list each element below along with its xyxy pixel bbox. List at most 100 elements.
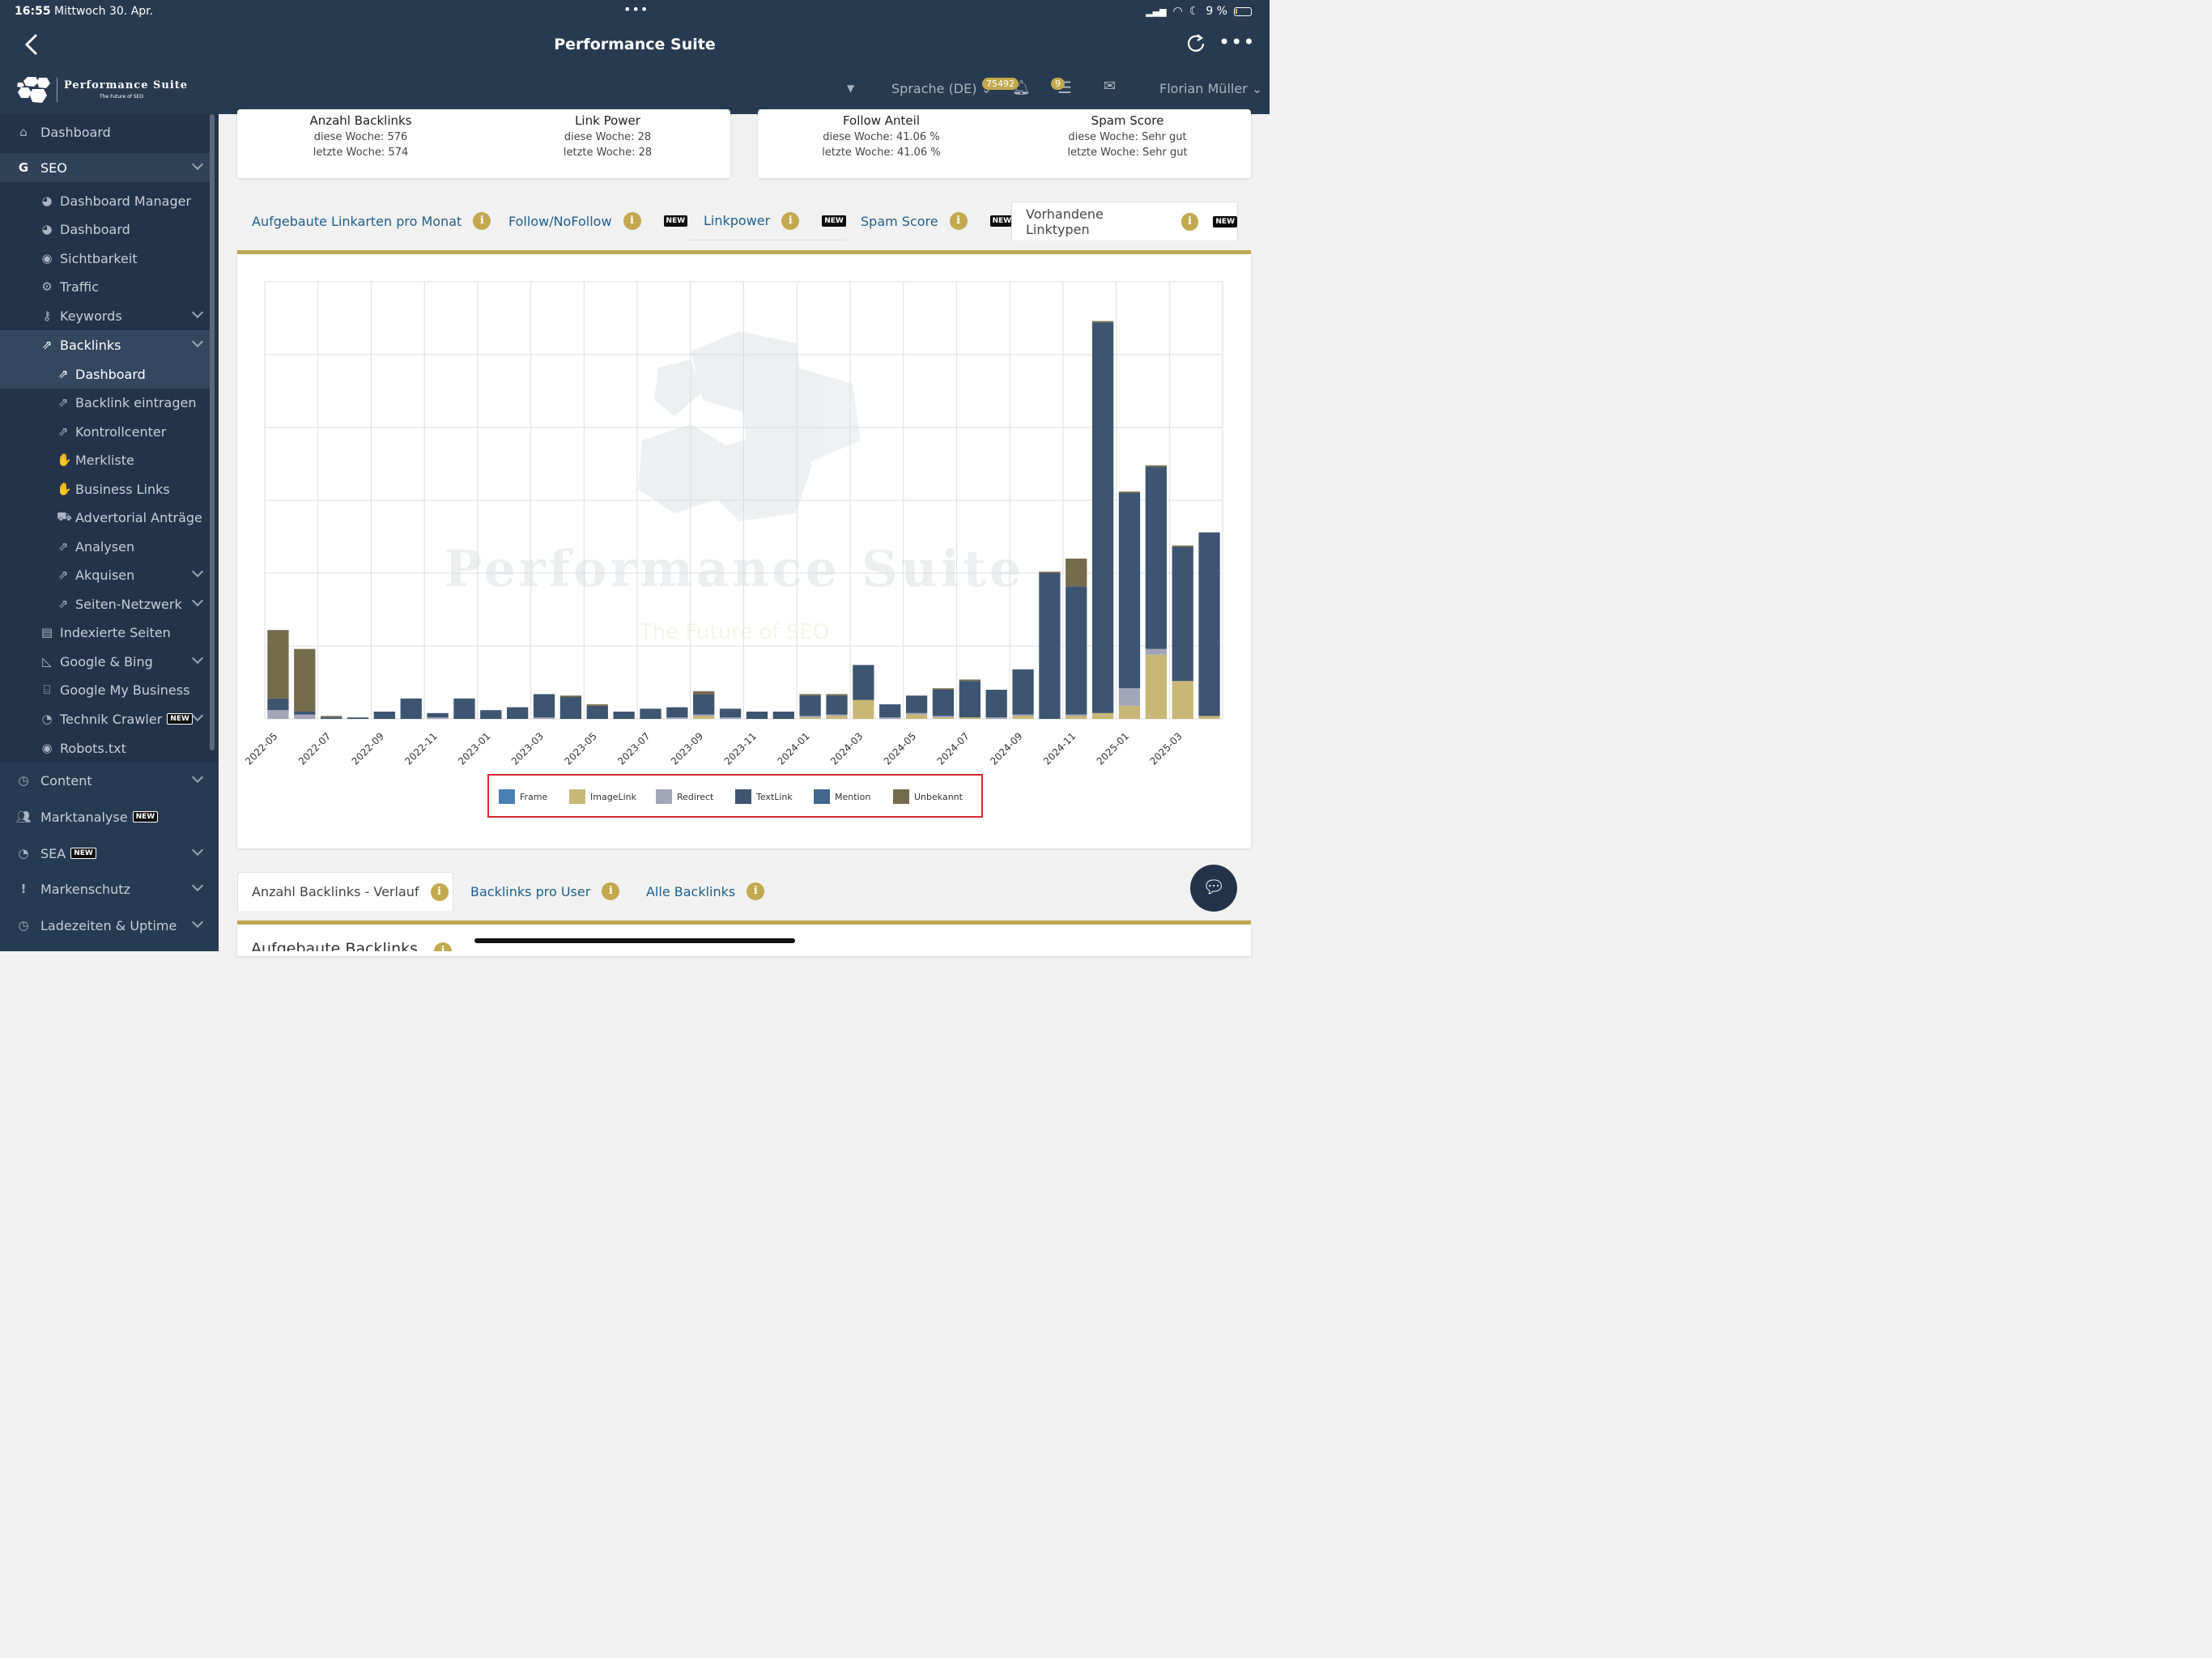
back-chevron-icon[interactable] <box>23 32 40 62</box>
bar-segment-imagelink[interactable] <box>932 717 955 719</box>
bar-segment-textlink[interactable] <box>347 717 369 719</box>
bar-segment-redirect[interactable] <box>905 712 928 715</box>
sidebar-item-keywords[interactable]: ⚷ Keywords <box>0 301 210 330</box>
bar-segment-textlink[interactable] <box>586 705 608 719</box>
bar-segment-textlink[interactable] <box>746 712 768 719</box>
bar-segment-textlink[interactable] <box>932 690 955 716</box>
dropdown-caret-icon[interactable]: ▼ <box>847 83 855 94</box>
bar-segment-unbekannt[interactable] <box>959 679 981 682</box>
bar-segment-redirect[interactable] <box>294 714 316 719</box>
bar-segment-textlink[interactable] <box>1066 586 1087 715</box>
bar-segment-unbekannt[interactable] <box>826 694 848 696</box>
info-icon[interactable]: i <box>623 212 641 230</box>
sidebar-item-marktanalyse[interactable]: 👥︎ Marktanalyse NEW <box>0 802 210 831</box>
bar-segment-unbekannt[interactable] <box>1066 559 1087 587</box>
bar-segment-textlink[interactable] <box>1172 546 1193 682</box>
multitask-dots-icon[interactable]: ••• <box>623 2 649 17</box>
info-icon[interactable]: i <box>781 211 800 230</box>
bar-segment-textlink[interactable] <box>1145 466 1167 649</box>
bar-segment-redirect[interactable] <box>719 717 742 719</box>
bar-segment-unbekannt[interactable] <box>1091 321 1114 323</box>
bar-segment-unbekannt[interactable] <box>1145 465 1167 467</box>
sidebar-item-dashboard[interactable]: ⌂ Dashboard <box>0 117 210 147</box>
bar-segment-textlink[interactable] <box>321 717 342 719</box>
legend-item-textlink[interactable]: TextLink <box>735 789 793 804</box>
tab-backlinks-pro-user[interactable]: Backlinks pro User i <box>470 872 620 911</box>
sidebar-item-technik-crawler[interactable]: ◔ Technik Crawler NEW <box>0 704 210 733</box>
sidebar-item-google-bing[interactable]: ◺ Google & Bing <box>0 647 210 676</box>
language-selector[interactable]: Sprache (DE) ⌄ <box>891 81 992 96</box>
bar-segment-textlink[interactable] <box>666 707 688 718</box>
sidebar-item-analysen[interactable]: ⇗ Analysen <box>0 532 210 561</box>
sidebar-item-sea[interactable]: ◔ SEA NEW <box>0 839 210 868</box>
bar-segment-redirect[interactable] <box>826 714 848 716</box>
legend-item-frame[interactable]: Frame <box>499 789 547 804</box>
bar-segment-imagelink[interactable] <box>905 714 928 719</box>
bar-segment-unbekannt[interactable] <box>932 688 955 690</box>
tab-linkarten-pro-monat[interactable]: Aufgebaute Linkarten pro Monat i <box>237 202 491 240</box>
bar-segment-imagelink[interactable] <box>1172 681 1193 719</box>
bar-segment-textlink[interactable] <box>826 695 848 715</box>
bar-segment-redirect[interactable] <box>932 716 955 718</box>
bar-segment-textlink[interactable] <box>267 698 289 711</box>
bar-segment-redirect[interactable] <box>879 717 901 719</box>
tab-spam-score[interactable]: Spam Score i NEW <box>846 202 1015 240</box>
bar-segment-textlink[interactable] <box>1012 669 1034 715</box>
info-icon[interactable]: i <box>473 212 491 230</box>
bar-segment-imagelink[interactable] <box>693 716 715 719</box>
tab-anzahl-backlinks-verlauf[interactable]: Anzahl Backlinks - Verlauf i <box>237 872 453 911</box>
sidebar-item-dashboard-manager[interactable]: ◕ Dashboard Manager <box>0 186 210 215</box>
info-icon[interactable]: i <box>747 882 765 900</box>
sidebar-item-sichtbarkeit[interactable]: ◉ Sichtbarkeit <box>0 244 210 273</box>
sidebar-item-ladezeiten-uptime[interactable]: ◷ Ladezeiten & Uptime <box>0 911 210 940</box>
sidebar-item-backlinks[interactable]: ⇗ Backlinks <box>0 330 210 359</box>
sidebar-item-merkliste[interactable]: ✋ Merkliste <box>0 445 210 474</box>
user-menu[interactable]: Florian Müller ⌄ <box>1159 81 1263 96</box>
bar-segment-textlink[interactable] <box>853 665 874 700</box>
sidebar-item-backlink-eintragen[interactable]: ⇗ Backlink eintragen <box>0 388 210 417</box>
bar-segment-imagelink[interactable] <box>959 717 981 719</box>
bar-segment-imagelink[interactable] <box>1066 716 1087 719</box>
bar-segment-unbekannt[interactable] <box>1118 491 1141 493</box>
bar-segment-redirect[interactable] <box>427 717 449 719</box>
bar-segment-textlink[interactable] <box>905 695 928 713</box>
sidebar-item-akquisen[interactable]: ⇗ Akquisen <box>0 560 210 589</box>
bar-segment-imagelink[interactable] <box>1091 712 1114 719</box>
bar-segment-redirect[interactable] <box>1066 714 1087 716</box>
bar-segment-unbekannt[interactable] <box>559 695 582 697</box>
bar-segment-imagelink[interactable] <box>1118 705 1141 719</box>
bar-segment-textlink[interactable] <box>373 712 396 719</box>
sidebar-item-google-my-business[interactable]: ⌸ Google My Business <box>0 675 210 704</box>
sidebar-scrollbar[interactable] <box>210 114 215 750</box>
sidebar-item-robots-txt[interactable]: ◉ Robots.txt <box>0 733 210 763</box>
info-icon[interactable]: i <box>602 882 620 900</box>
sidebar-item-advertorial-antraege[interactable]: ⛟ Advertorial Anträge <box>0 503 210 532</box>
mail-icon[interactable]: ✉ <box>1104 78 1117 95</box>
bar-segment-textlink[interactable] <box>1198 532 1220 716</box>
brand-logo[interactable]: Performance Suite The Future of SEO <box>16 76 194 108</box>
tab-alle-backlinks[interactable]: Alle Backlinks i <box>646 872 765 911</box>
bar-segment-imagelink[interactable] <box>826 716 848 719</box>
legend-item-unbekannt[interactable]: Unbekannt <box>893 789 963 804</box>
bar-segment-redirect[interactable] <box>693 714 715 716</box>
tab-linkpower[interactable]: Linkpower i NEW <box>689 202 846 240</box>
tab-follow-nofollow[interactable]: Follow/NoFollow i NEW <box>494 202 688 240</box>
bar-segment-redirect[interactable] <box>267 710 289 719</box>
info-icon[interactable]: i <box>434 942 453 951</box>
bar-segment-textlink[interactable] <box>799 695 821 716</box>
bar-segment-unbekannt[interactable] <box>1039 572 1061 573</box>
more-options-icon[interactable]: ••• <box>1219 31 1256 53</box>
bar-segment-textlink[interactable] <box>1039 573 1061 719</box>
legend-item-mention[interactable]: Mention <box>814 789 870 804</box>
sidebar-item-traffic[interactable]: ⚙ Traffic <box>0 272 210 301</box>
bar-segment-textlink[interactable] <box>772 712 794 719</box>
bar-segment-unbekannt[interactable] <box>586 704 608 706</box>
home-indicator[interactable] <box>474 938 795 943</box>
info-icon[interactable]: i <box>430 882 449 901</box>
bar-segment-redirect[interactable] <box>1118 688 1141 706</box>
bar-segment-textlink[interactable] <box>1118 493 1141 689</box>
bar-segment-textlink[interactable] <box>453 698 475 719</box>
sidebar-item-content[interactable]: ◷ Content <box>0 766 210 795</box>
legend-item-redirect[interactable]: Redirect <box>656 789 713 804</box>
bar-segment-textlink[interactable] <box>427 712 449 718</box>
